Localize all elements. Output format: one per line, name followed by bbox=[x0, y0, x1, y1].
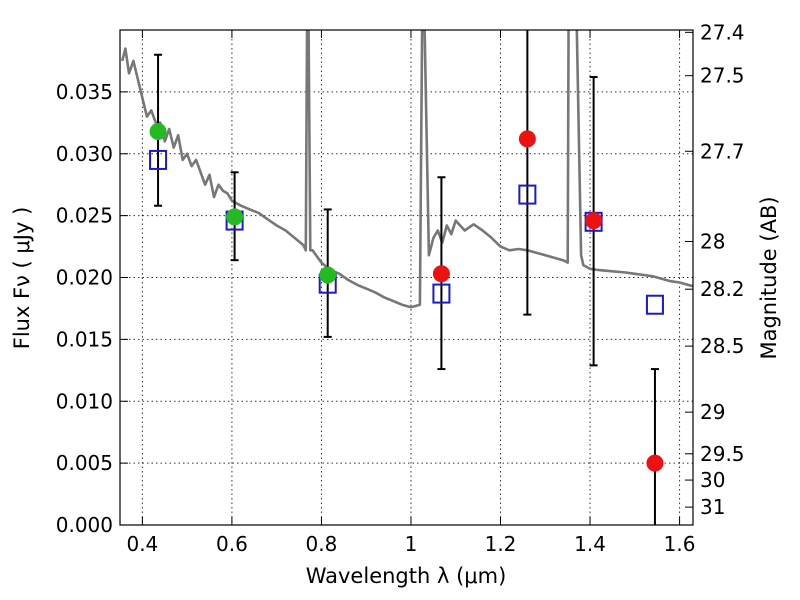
y2-tick-label: 28.5 bbox=[700, 334, 745, 358]
model-photometry-point bbox=[432, 283, 451, 304]
y2-axis-label: Magnitude (AB) bbox=[757, 196, 781, 359]
markers bbox=[149, 122, 664, 472]
observed-flux-point bbox=[149, 122, 167, 140]
y2-tick-label: 27.7 bbox=[700, 139, 745, 163]
x-tick-label: 1.4 bbox=[574, 532, 606, 556]
y-tick-label: 0.030 bbox=[56, 142, 113, 166]
y2-tick-label: 27.5 bbox=[700, 64, 745, 88]
plot-area bbox=[120, 30, 693, 309]
observed-flux-point bbox=[319, 266, 337, 284]
x-axis-label: Wavelength λ (μm) bbox=[306, 564, 507, 588]
x-tick-label: 0.8 bbox=[306, 532, 338, 556]
x-tick-label: 1 bbox=[405, 532, 418, 556]
y-tick-label: 0.020 bbox=[56, 266, 113, 290]
x-tick-label: 0.4 bbox=[126, 532, 158, 556]
y2-tick-label: 29 bbox=[700, 400, 725, 424]
y2-tick-label: 31 bbox=[700, 495, 725, 519]
model-photometry-point bbox=[645, 294, 664, 315]
observed-flux-point bbox=[518, 130, 536, 148]
y-tick-label: 0.005 bbox=[56, 451, 113, 475]
y2-tick-label: 30 bbox=[700, 468, 725, 492]
observed-flux-point bbox=[585, 212, 603, 230]
y2-tick-label: 29.5 bbox=[700, 442, 745, 466]
errorbars bbox=[154, 30, 659, 525]
observed-flux-point bbox=[432, 265, 450, 283]
model-photometry-point bbox=[149, 149, 168, 170]
y2-tick-label: 27.4 bbox=[700, 20, 745, 44]
x-tick-label: 1.2 bbox=[485, 532, 517, 556]
observed-flux-point bbox=[646, 454, 664, 472]
y2-tick-label: 28.2 bbox=[700, 277, 745, 301]
x-tick-label: 0.6 bbox=[216, 532, 248, 556]
x-tick-label: 1.6 bbox=[664, 532, 696, 556]
y-tick-label: 0.010 bbox=[56, 389, 113, 413]
axis-ticks: 0.4 0.6 0.8 1 1.2 1.4 1.6 0.000 0.005 0.010 0.015 0… bbox=[56, 20, 745, 556]
grid-lines bbox=[120, 30, 693, 526]
sed-model-line bbox=[120, 30, 693, 309]
y-tick-label: 0.015 bbox=[56, 327, 113, 351]
y-tick-label: 0.035 bbox=[56, 80, 113, 104]
y2-tick-label: 28 bbox=[700, 230, 725, 254]
y-tick-label: 0.025 bbox=[56, 204, 113, 228]
y-axis-label: Flux Fν ( μJy ) bbox=[10, 207, 34, 350]
model-photometry-point bbox=[518, 184, 537, 205]
y-tick-label: 0.000 bbox=[56, 513, 113, 537]
observed-flux-point bbox=[226, 208, 244, 226]
